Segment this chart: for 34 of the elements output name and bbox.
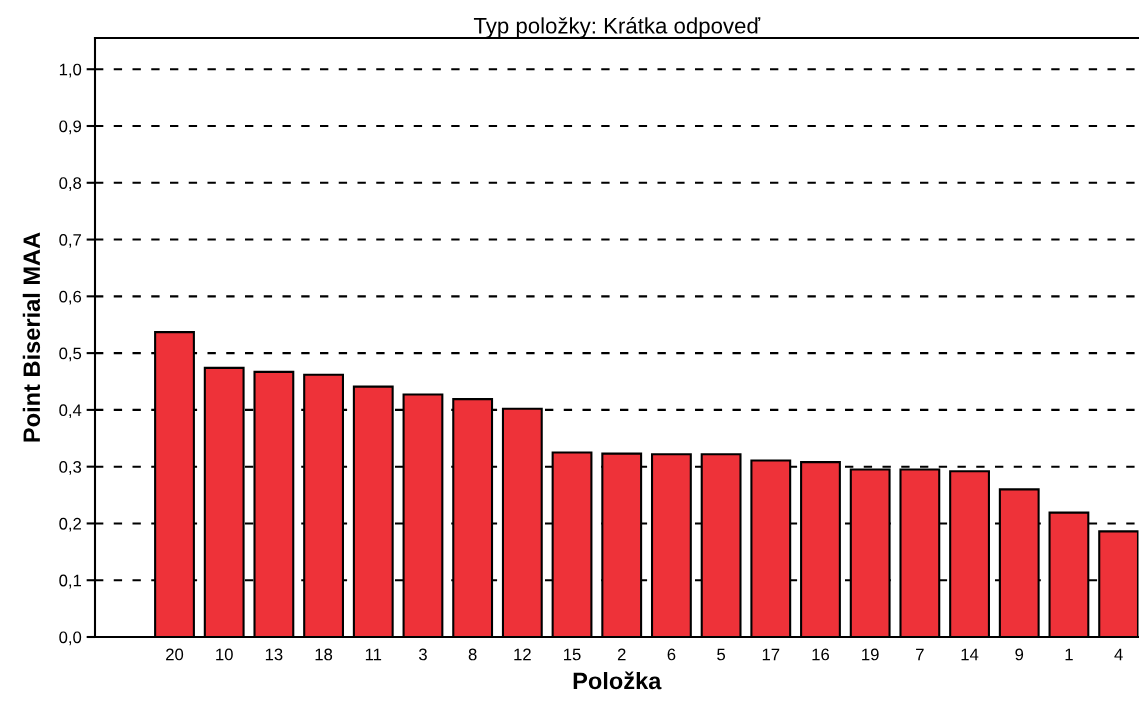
x-tick-label: 20 <box>166 648 184 661</box>
x-tick-label: 8 <box>468 648 477 661</box>
y-tick-label: 0,8 <box>59 177 82 191</box>
y-tick-label: 0,6 <box>59 290 82 305</box>
x-tick-label: 12 <box>514 648 531 661</box>
x-tick-label: 7 <box>916 648 924 661</box>
chart-title: Typ položky: Krátka odpoveď <box>473 17 761 38</box>
y-tick-label: 0,1 <box>59 574 81 589</box>
x-tick-label: 3 <box>418 648 427 661</box>
x-tick-label: 10 <box>216 648 233 661</box>
y-tick-label: 0,7 <box>59 233 81 248</box>
x-tick-label: 4 <box>1114 648 1123 661</box>
x-tick-label: 1 <box>1065 648 1073 661</box>
x-tick-label: 6 <box>667 648 676 661</box>
x-tick-label: 9 <box>1015 648 1024 661</box>
y-tick-label: 0,2 <box>59 517 81 532</box>
y-tick-label: 1,0 <box>59 63 82 78</box>
x-tick-label: 11 <box>365 648 382 661</box>
x-tick-label: 18 <box>315 648 333 661</box>
y-tick-label: 0,0 <box>59 631 82 646</box>
x-tick-label: 15 <box>564 648 581 661</box>
x-tick-label: 16 <box>812 648 830 661</box>
y-tick-label: 0,4 <box>59 404 82 419</box>
x-tick-label: 14 <box>961 648 979 661</box>
x-tick-label: 13 <box>265 648 283 661</box>
y-axis-title: Point Biserial MAA <box>22 232 41 442</box>
x-tick-label: 19 <box>862 648 879 661</box>
y-tick-label: 0,9 <box>59 120 82 135</box>
x-axis-title: Položka <box>573 671 662 690</box>
x-tick-label: 2 <box>617 648 626 661</box>
y-tick-label: 0,3 <box>59 461 82 475</box>
x-tick-label: 17 <box>762 648 780 661</box>
x-tick-label: 5 <box>717 648 726 661</box>
y-tick-label: 0,5 <box>59 347 82 362</box>
